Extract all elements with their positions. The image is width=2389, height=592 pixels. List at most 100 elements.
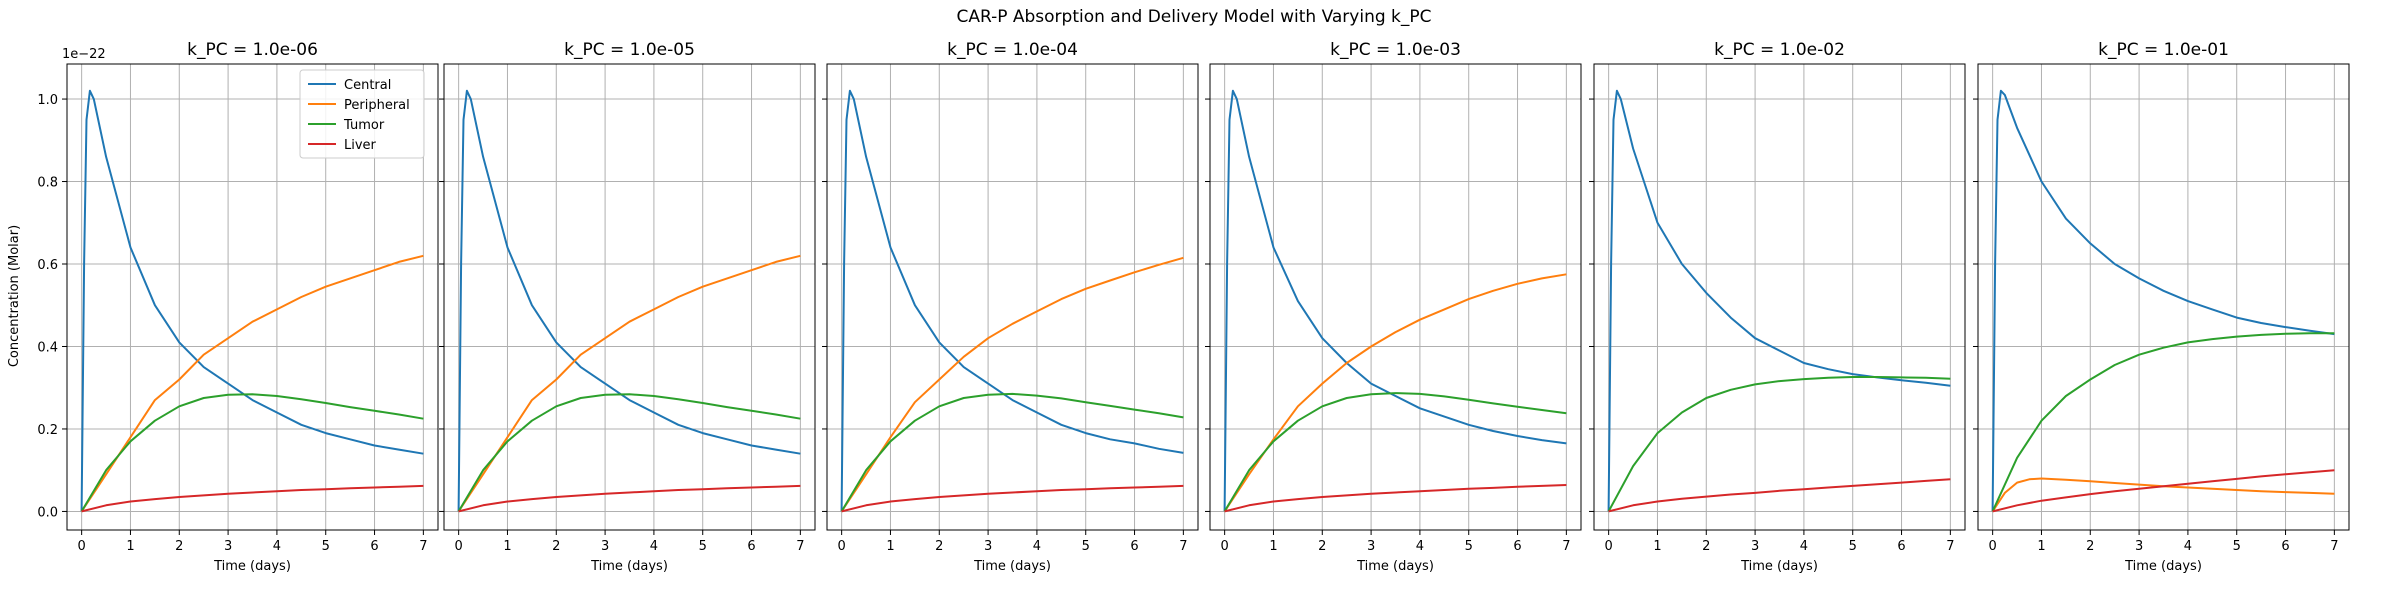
- series-line-central: [457, 89, 801, 512]
- x-tick-label: 2: [935, 539, 943, 554]
- x-tick-label: 3: [601, 539, 609, 554]
- x-tick-label: 0: [838, 539, 846, 554]
- series-line-liver: [841, 484, 1184, 513]
- x-tick-label: 2: [1702, 539, 1710, 554]
- series-line-central: [80, 89, 424, 512]
- x-tick-label: 1: [886, 539, 894, 554]
- legend-label-tumor: Tumor: [343, 118, 385, 133]
- series-line-tumor: [80, 393, 424, 512]
- series-line-peripheral: [457, 254, 801, 512]
- x-tick-label: 7: [1562, 539, 1570, 554]
- x-tick-label: 7: [2330, 539, 2338, 554]
- y-tick-label: 0.2: [37, 423, 58, 438]
- x-tick-label: 5: [1465, 539, 1473, 554]
- series-line-liver: [1608, 478, 1951, 513]
- x-tick-label: 7: [419, 539, 427, 554]
- x-axis-label: Time (days): [1740, 559, 1818, 574]
- y-tick-label: 0.0: [37, 505, 58, 520]
- series-line-tumor: [1223, 392, 1567, 512]
- figure-title: CAR-P Absorption and Delivery Model with…: [956, 7, 1431, 27]
- legend-label-liver: Liver: [344, 138, 377, 153]
- x-tick-label: 7: [1179, 539, 1187, 554]
- x-tick-label: 1: [1653, 539, 1661, 554]
- y-tick-label: 1.0: [37, 93, 58, 108]
- series-line-liver: [458, 484, 801, 513]
- x-tick-label: 4: [1033, 539, 1041, 554]
- series-line-peripheral: [80, 254, 424, 512]
- legend-label-central: Central: [344, 78, 391, 93]
- x-tick-label: 3: [1367, 539, 1375, 554]
- series-line-central: [1991, 89, 2335, 512]
- panel-2: 0 1 2 3 4 5 6 7 k_PC = 1.0e-05 Time (days): [439, 40, 816, 574]
- x-tick-label: 2: [1318, 539, 1326, 554]
- x-tick-label: 3: [984, 539, 992, 554]
- x-axis-label: Time (days): [973, 559, 1051, 574]
- plot-frame: [66, 63, 439, 531]
- x-tick-label: 0: [1221, 539, 1229, 554]
- y-axis-label: Concentration (Molar): [7, 225, 22, 367]
- y-tick-label: 0.6: [37, 258, 58, 273]
- series-line-liver: [1992, 469, 2335, 513]
- panel-title: k_PC = 1.0e-05: [564, 40, 695, 60]
- series-line-peripheral: [840, 256, 1184, 512]
- x-tick-label: 5: [1082, 539, 1090, 554]
- x-tick-label: 4: [1800, 539, 1808, 554]
- series-line-tumor: [457, 393, 801, 512]
- series-line-peripheral: [1991, 477, 2335, 512]
- legend-box: [299, 69, 425, 159]
- x-tick-label: 1: [1269, 539, 1277, 554]
- panel-1: 0 1 2 3 4 5 6 7 0.0 0.2 0.4 0.6 0.8 1.0 k_PC = 1.0e-06…: [37, 40, 439, 574]
- x-tick-label: 0: [455, 539, 463, 554]
- x-tick-label: 3: [1751, 539, 1759, 554]
- x-tick-label: 5: [322, 539, 330, 554]
- x-tick-label: 6: [1513, 539, 1521, 554]
- x-tick-label: 5: [2233, 539, 2241, 554]
- x-tick-label: 6: [747, 539, 755, 554]
- x-axis-label: Time (days): [1356, 559, 1434, 574]
- panels: 0 1 2 3 4 5 6 7 0.0 0.2 0.4 0.6 0.8 1.0 k_PC = 1.0e-06…: [37, 40, 2350, 574]
- y-tick-label: 0.4: [37, 340, 58, 355]
- series-line-central: [840, 89, 1184, 512]
- legend: Central Peripheral Tumor Liver: [299, 69, 425, 159]
- x-tick-label: 7: [1946, 539, 1954, 554]
- plot-frame: [443, 63, 816, 531]
- plot-frame: [826, 63, 1199, 531]
- x-tick-label: 6: [370, 539, 378, 554]
- series-line-tumor: [840, 392, 1184, 512]
- x-tick-label: 1: [503, 539, 511, 554]
- x-axis-label: Time (days): [2124, 559, 2202, 574]
- plot-frame: [1977, 63, 2350, 531]
- x-tick-label: 7: [796, 539, 804, 554]
- plot-frame: [1209, 63, 1582, 531]
- panel-3: 0 1 2 3 4 5 6 7 k_PC = 1.0e-04 Time (days): [822, 40, 1199, 574]
- series-line-liver: [1224, 484, 1567, 513]
- x-axis-label: Time (days): [213, 559, 291, 574]
- x-tick-label: 2: [2086, 539, 2094, 554]
- series-line-liver: [81, 484, 424, 513]
- x-tick-label: 1: [2037, 539, 2045, 554]
- x-tick-label: 3: [2135, 539, 2143, 554]
- series-line-central: [1607, 89, 1951, 512]
- x-tick-label: 1: [126, 539, 134, 554]
- x-tick-label: 6: [1897, 539, 1905, 554]
- x-tick-label: 4: [273, 539, 281, 554]
- x-tick-label: 2: [552, 539, 560, 554]
- plot-frame: [1593, 63, 1966, 531]
- panel-6: 0 1 2 3 4 5 6 7 k_PC = 1.0e-01 Time (days): [1973, 40, 2350, 574]
- panel-4: 0 1 2 3 4 5 6 7 k_PC = 1.0e-03 Time (days): [1205, 40, 1582, 574]
- x-tick-label: 5: [1849, 539, 1857, 554]
- series-line-tumor: [1991, 332, 2335, 512]
- x-tick-label: 2: [175, 539, 183, 554]
- series-line-peripheral: [1223, 273, 1567, 512]
- y-offset-label: 1e−22: [62, 47, 106, 62]
- panel-5: 0 1 2 3 4 5 6 7 k_PC = 1.0e-02 Time (days): [1589, 40, 1966, 574]
- series-line-tumor: [1607, 376, 1951, 512]
- x-tick-label: 3: [224, 539, 232, 554]
- x-tick-label: 6: [2281, 539, 2289, 554]
- x-tick-label: 0: [1989, 539, 1997, 554]
- panel-title: k_PC = 1.0e-06: [187, 40, 318, 60]
- legend-label-peripheral: Peripheral: [344, 98, 410, 113]
- panel-title: k_PC = 1.0e-02: [1714, 40, 1845, 60]
- panel-title: k_PC = 1.0e-01: [2098, 40, 2229, 60]
